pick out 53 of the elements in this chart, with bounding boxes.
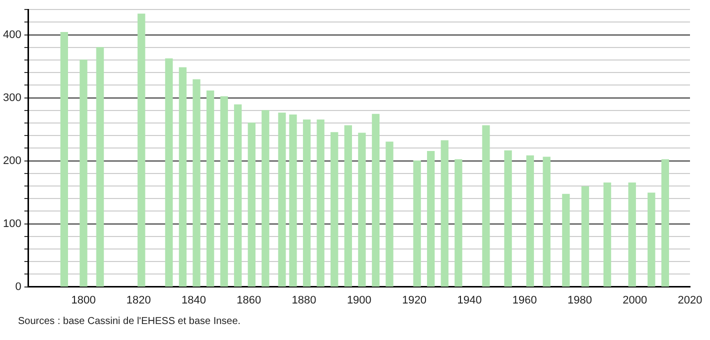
x-tick-label: 1860 bbox=[236, 294, 262, 306]
x-tick-label: 1840 bbox=[182, 294, 206, 306]
bar bbox=[344, 125, 352, 287]
bar bbox=[413, 160, 421, 287]
bar bbox=[440, 140, 448, 287]
bar bbox=[661, 159, 670, 287]
bar bbox=[302, 120, 311, 287]
x-tick-label: 1900 bbox=[346, 294, 372, 306]
x-tick-label: 1980 bbox=[567, 294, 592, 306]
x-tick-label: 1820 bbox=[126, 294, 151, 306]
bar bbox=[165, 58, 173, 287]
bar bbox=[289, 114, 297, 287]
bar bbox=[262, 110, 270, 287]
y-tick-label: 0 bbox=[15, 280, 22, 293]
y-tick-label: 100 bbox=[2, 218, 22, 230]
bar bbox=[358, 132, 366, 287]
bar bbox=[330, 132, 338, 287]
x-tick-label: 1940 bbox=[457, 294, 482, 306]
bar bbox=[628, 182, 636, 287]
bar bbox=[372, 114, 380, 287]
bar bbox=[427, 151, 435, 287]
x-tick-label: 1960 bbox=[512, 294, 537, 306]
x-tick-label: 2020 bbox=[678, 294, 702, 306]
bar bbox=[278, 112, 286, 287]
y-tick-label: 300 bbox=[2, 92, 22, 104]
bar bbox=[96, 47, 104, 287]
bar bbox=[206, 90, 214, 287]
bar bbox=[504, 150, 512, 287]
y-tick-label: 400 bbox=[2, 28, 22, 41]
x-tick-label: 1920 bbox=[402, 294, 427, 306]
bar bbox=[248, 122, 256, 287]
bar bbox=[482, 125, 490, 287]
bar bbox=[648, 192, 656, 287]
bar bbox=[234, 104, 242, 287]
bar bbox=[178, 67, 187, 287]
x-tick-label: 2000 bbox=[622, 294, 648, 306]
x-tick-label: 1800 bbox=[71, 294, 96, 306]
bar bbox=[386, 142, 394, 287]
y-tick-label: 200 bbox=[2, 154, 22, 167]
bar bbox=[581, 186, 590, 287]
bar bbox=[192, 79, 200, 287]
bar bbox=[562, 194, 570, 287]
bar bbox=[526, 155, 534, 287]
bar bbox=[454, 159, 462, 287]
source-note: Sources : base Cassini de l'EHESS et base Insee. bbox=[18, 316, 242, 327]
bar bbox=[60, 32, 68, 287]
bar bbox=[603, 182, 612, 287]
bar bbox=[542, 156, 550, 287]
bar bbox=[220, 96, 228, 287]
bar bbox=[316, 120, 324, 287]
x-tick-label: 1880 bbox=[292, 294, 316, 306]
bar bbox=[138, 14, 146, 287]
bar bbox=[80, 60, 88, 287]
